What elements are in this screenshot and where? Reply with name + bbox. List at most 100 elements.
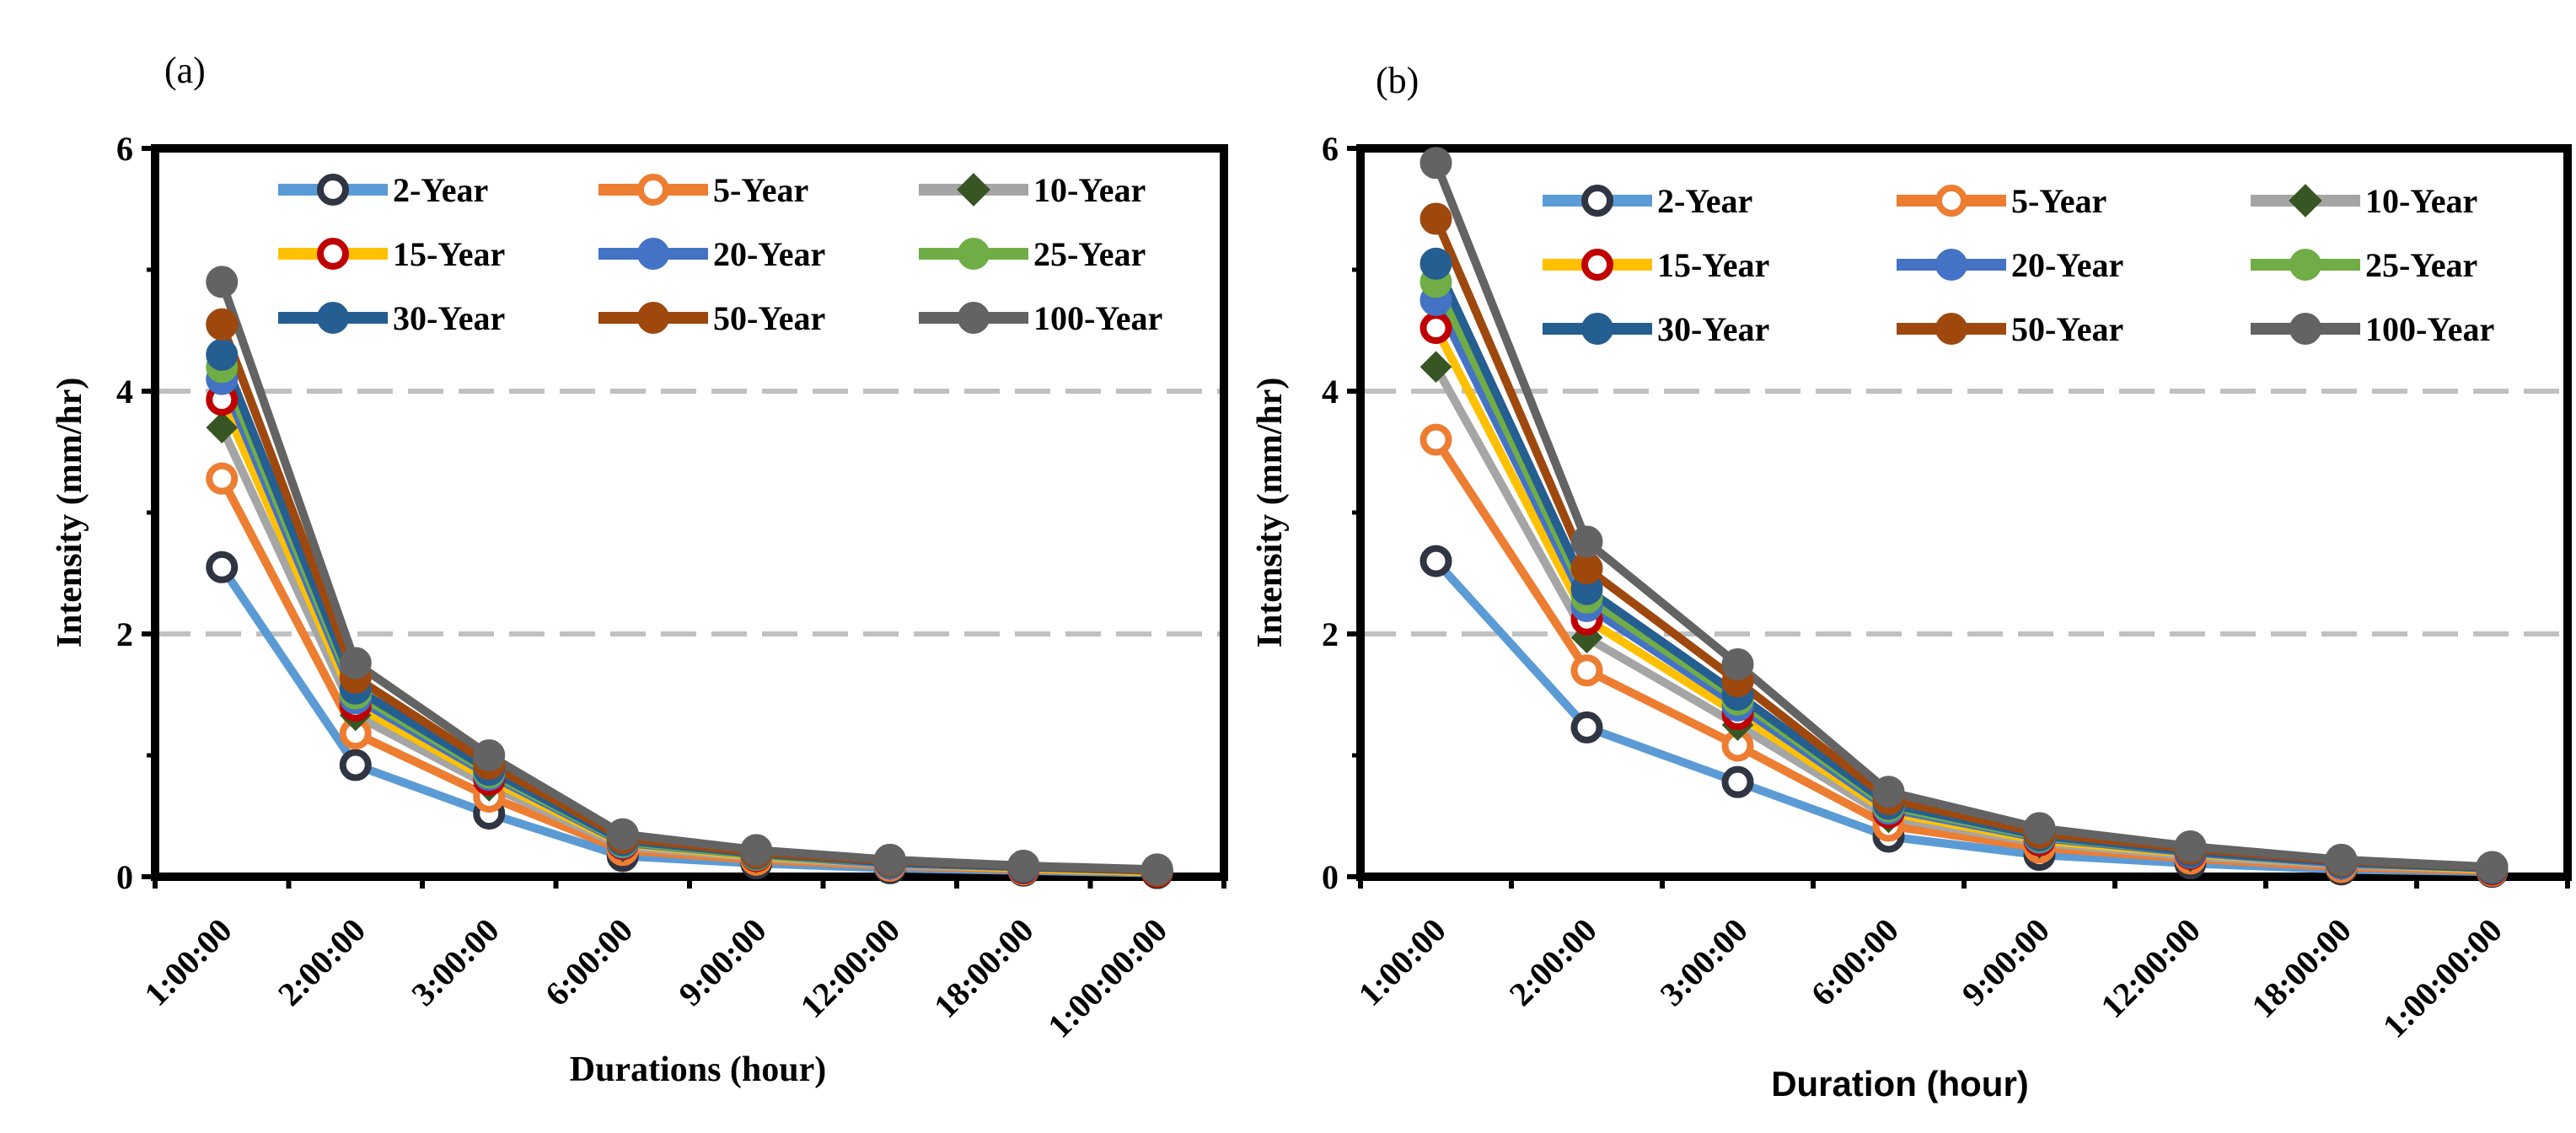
y-tick-label: 2: [1322, 615, 1339, 653]
legend-label: 20-Year: [713, 235, 825, 273]
x-tick-label: 2:00:00: [1501, 911, 1603, 1013]
panel-label: (a): [164, 50, 206, 91]
y-tick-label: 4: [116, 373, 133, 411]
legend-item-30-Year: 30-Year: [278, 299, 505, 337]
legend-label: 2-Year: [393, 171, 488, 209]
chart-panel-b: (b) 0 2 4 6 1:00:00 2:00:00 3:00:00 6:00:00 9:00:…: [1251, 60, 2572, 1103]
x-tick-label: 2:00:00: [271, 911, 373, 1013]
data-point-100-Year: [339, 647, 372, 679]
legend-item-50-Year: 50-Year: [1897, 310, 2123, 348]
data-point-100-Year: [740, 834, 773, 867]
panel-label: (b): [1376, 60, 1419, 101]
data-point-100-Year: [1570, 525, 1603, 558]
x-tick-label: 1:00:00: [1350, 911, 1452, 1013]
legend-marker: [957, 173, 990, 207]
data-point-100-Year: [1721, 648, 1754, 680]
legend-label: 100-Year: [1033, 299, 1162, 337]
legend-marker: [958, 238, 990, 270]
data-point-100-Year: [2174, 830, 2207, 862]
series-group: [1419, 147, 2509, 889]
y-tick-label: 6: [1322, 130, 1339, 168]
series-line-100-Year: [1431, 161, 2493, 872]
legend-item-2-Year: 2-Year: [1543, 182, 1752, 220]
chart-panel-a: (a) 0 2 4 6 1:00:00 2:00:00 3:00:00 6:00:00 9:00:…: [51, 50, 1228, 1089]
legend-marker: [2289, 313, 2321, 345]
legend-marker: [317, 238, 349, 270]
data-point-2-Year: [1721, 765, 1754, 798]
legend-marker: [1581, 185, 1613, 217]
legend-label: 10-Year: [1033, 171, 1146, 209]
x-tick-label: 3:00:00: [404, 911, 506, 1013]
x-tick-label: 1:00:00:00: [1040, 911, 1174, 1045]
legend-label: 25-Year: [1033, 235, 1146, 273]
data-point-100-Year: [206, 266, 239, 298]
data-point-100-Year: [2023, 812, 2056, 845]
data-point-10-Year: [1419, 351, 1452, 384]
legend-marker: [317, 174, 349, 206]
y-axis-title: Intensity (mm/hr): [1251, 378, 1290, 648]
legend-label: 15-Year: [1657, 246, 1769, 284]
data-point-50-Year: [1419, 202, 1452, 235]
legend-item-5-Year: 5-Year: [598, 171, 808, 209]
legend-item-20-Year: 20-Year: [1897, 246, 2123, 284]
legend-marker: [1935, 249, 1967, 281]
series-line-50-Year: [217, 323, 1157, 875]
legend-label: 2-Year: [1657, 182, 1752, 220]
y-tick-label: 4: [1322, 373, 1339, 411]
legend-label: 5-Year: [713, 171, 808, 209]
y-tick-label: 0: [1322, 858, 1339, 896]
data-point-10-Year: [206, 411, 239, 444]
series-line-20-Year: [217, 377, 1157, 875]
data-point-2-Year: [206, 550, 239, 583]
legend-label: 15-Year: [393, 235, 505, 273]
legend-item-50-Year: 50-Year: [598, 299, 825, 337]
legend-label: 5-Year: [2011, 182, 2106, 220]
legend-label: 50-Year: [2011, 310, 2123, 348]
legend-item-10-Year: 10-Year: [919, 171, 1146, 209]
legend-marker: [1935, 313, 1967, 345]
legend-marker: [317, 302, 349, 334]
data-point-5-Year: [1419, 423, 1452, 456]
x-tick-label: 9:00:00: [1954, 911, 2056, 1013]
data-point-15-Year: [1419, 312, 1452, 345]
legend-marker: [958, 302, 990, 334]
x-tick-label: 6:00:00: [538, 911, 640, 1013]
x-tick-label: 1:00:00:00: [2375, 911, 2509, 1045]
data-point-100-Year: [1007, 850, 1040, 883]
legend-item-15-Year: 15-Year: [1543, 246, 1769, 284]
x-tick-label: 9:00:00: [671, 911, 773, 1013]
legend-marker: [637, 174, 669, 206]
legend-item-2-Year: 2-Year: [278, 171, 488, 209]
legend-item-100-Year: 100-Year: [2251, 310, 2494, 348]
x-axis-title: Durations (hour): [570, 1050, 827, 1089]
x-tick-label: 18:00:00: [926, 911, 1041, 1026]
legend-marker: [637, 302, 669, 334]
legend-item-25-Year: 25-Year: [2251, 246, 2477, 284]
legend-item-15-Year: 15-Year: [278, 235, 505, 273]
legend-item-10-Year: 10-Year: [2251, 182, 2477, 220]
x-axis-title: Duration (hour): [1771, 1064, 2029, 1103]
series-line-100-Year: [217, 280, 1157, 874]
legend-label: 30-Year: [1657, 310, 1769, 348]
legend-label: 10-Year: [2365, 182, 2477, 220]
data-point-100-Year: [1140, 853, 1173, 886]
data-point-5-Year: [1570, 654, 1603, 687]
data-point-30-Year: [206, 338, 239, 371]
data-point-100-Year: [873, 843, 906, 876]
x-tick-label: 12:00:00: [793, 911, 908, 1026]
data-point-100-Year: [606, 818, 639, 851]
legend-marker: [1581, 249, 1613, 281]
x-tick-label: 12:00:00: [2093, 911, 2208, 1026]
y-tick-label: 0: [116, 858, 133, 896]
legend-label: 30-Year: [393, 299, 505, 337]
legend-item-30-Year: 30-Year: [1543, 310, 1769, 348]
data-point-100-Year: [2476, 851, 2509, 883]
series-group: [206, 266, 1173, 889]
y-tick-label: 6: [116, 130, 133, 168]
legend-label: 25-Year: [2365, 246, 2477, 284]
legend-item-100-Year: 100-Year: [919, 299, 1162, 337]
data-point-2-Year: [339, 749, 372, 781]
legend-marker: [1581, 313, 1613, 345]
x-tick-label: 6:00:00: [1803, 911, 1905, 1013]
